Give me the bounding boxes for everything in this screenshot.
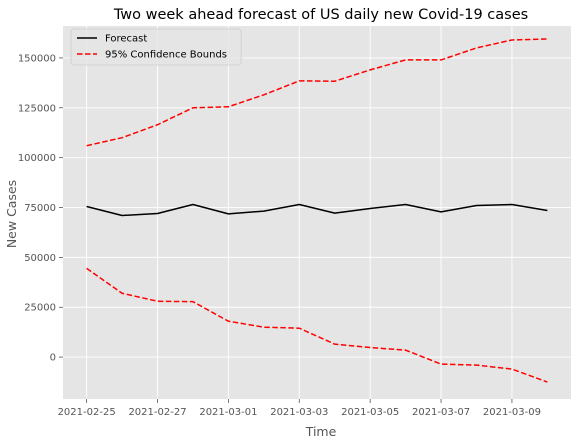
x-axis: 2021-02-25 2021-02-27 2021-03-01 2021-03-03…	[58, 399, 541, 418]
y-axis: 0 25000 50000 75000 100000 125000 150000	[18, 53, 63, 364]
grid-lines	[63, 26, 571, 399]
x-axis-label: Time	[305, 424, 337, 439]
x-tick-label: 2021-03-01	[199, 407, 257, 418]
forecast-line	[86, 203, 548, 217]
y-tick-label: 50000	[24, 253, 56, 264]
y-axis-label: New Cases	[4, 180, 19, 248]
y-tick-label: 150000	[18, 53, 56, 64]
x-tick-label: 2021-02-25	[58, 407, 116, 418]
y-tick-label: 25000	[24, 303, 56, 314]
series-layer	[86, 38, 548, 383]
y-tick-label: 75000	[24, 203, 56, 214]
y-tick-label: 100000	[18, 153, 56, 164]
x-tick-label: 2021-03-09	[483, 407, 541, 418]
x-tick-label: 2021-03-03	[270, 407, 328, 418]
legend-box	[70, 28, 242, 66]
y-tick-label: 125000	[18, 103, 56, 114]
plot-area	[63, 26, 571, 399]
y-tick-label: 0	[50, 353, 56, 364]
x-tick-label: 2021-03-07	[412, 407, 470, 418]
lower-confidence-bound-line	[86, 267, 548, 383]
legend-label: 95% Confidence Bounds	[105, 50, 227, 61]
x-tick-label: 2021-02-27	[128, 407, 186, 418]
upper-confidence-bound-line	[86, 38, 548, 147]
x-tick-label: 2021-03-05	[341, 407, 399, 418]
legend: Forecast 95% Confidence Bounds	[70, 28, 242, 66]
chart-title: Two week ahead forecast of US daily new …	[113, 7, 528, 23]
legend-label: Forecast	[105, 34, 147, 45]
